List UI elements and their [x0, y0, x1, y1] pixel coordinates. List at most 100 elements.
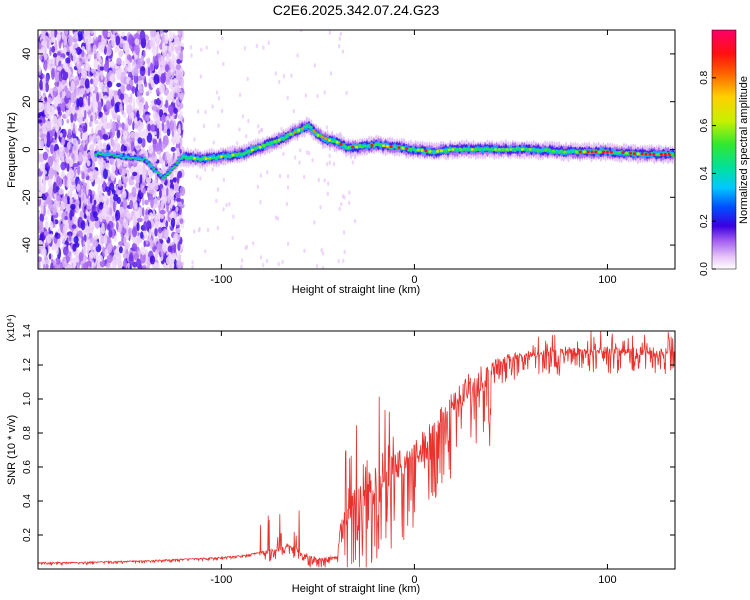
spectrogram-cell: [193, 229, 196, 234]
spectrogram-cell: [217, 96, 221, 101]
snr-frame: [37, 330, 676, 570]
spectrogram-cell: [102, 160, 107, 168]
spectrogram-cell: [47, 97, 52, 104]
spectrogram-cell: [149, 39, 154, 48]
spectrogram-cell: [120, 93, 125, 101]
spectrogram-cell: [180, 203, 185, 209]
spectrogram-cell: [189, 156, 192, 160]
spectrogram-cell: [118, 246, 123, 254]
spectrogram-cell: [64, 67, 71, 73]
spectrogram-cell: [490, 148, 494, 151]
spectrogram-cell: [171, 42, 175, 52]
spectrogram-cell: [90, 245, 94, 252]
spectrogram-cell: [164, 33, 169, 45]
spectrogram-cell: [61, 137, 65, 146]
spectrogram-cell: [181, 198, 184, 205]
spectrogram-cell: [147, 123, 151, 132]
spectrogram-cell: [140, 122, 144, 130]
spectrogram-cell: [317, 177, 320, 183]
x-tick-label: 0: [411, 274, 417, 286]
spectrogram-cell: [532, 148, 536, 152]
spectrogram-cell: [486, 148, 490, 151]
spectrogram-cell: [222, 61, 225, 67]
spectrogram-cell: [169, 106, 174, 117]
spectrogram-cell: [78, 96, 84, 108]
spectrogram-cell: [116, 69, 122, 77]
spectrogram-cell: [262, 45, 265, 50]
spectrogram-cell: [179, 78, 184, 87]
spectrogram-cell: [124, 156, 128, 159]
spectrogram-cell: [41, 247, 47, 257]
spectrogram-cell: [84, 109, 87, 120]
spectrogram-cell: [154, 213, 161, 220]
spectrogram-cell: [72, 243, 77, 252]
spectrogram-cell: [474, 148, 478, 151]
spectrogram-cell: [211, 104, 214, 109]
spectrogram-cell: [71, 224, 77, 229]
spectrogram-cell: [109, 60, 115, 68]
spectrogram-cell: [341, 49, 345, 54]
spectrogram-cell: [99, 179, 104, 185]
spectrogram-cell: [164, 159, 168, 166]
spectrogram-cell: [149, 182, 156, 189]
spectrogram-cell: [56, 191, 61, 202]
spectrogram-cell: [273, 140, 277, 143]
spectrogram-cell: [170, 78, 174, 90]
spectrogram-cell: [289, 132, 293, 136]
spectrogram-cell: [86, 231, 90, 238]
spectrogram-cell: [517, 148, 521, 151]
spectrogram-cell: [146, 132, 153, 143]
spectrogram-cell: [170, 146, 176, 152]
spectrogram-cell: [328, 160, 331, 165]
spectrogram-cell: [598, 150, 602, 154]
spectrogram-cell: [337, 259, 340, 264]
spectrogram-cell: [136, 222, 140, 232]
spectrogram-cell: [513, 148, 517, 151]
spectrogram-cell: [337, 44, 341, 49]
colorbar-tick-label: 0.0: [699, 262, 710, 276]
spectrogram-cell: [104, 248, 109, 257]
spectrogram-cell: [315, 263, 319, 269]
spectrogram-cell: [88, 144, 95, 152]
spectrogram-cell: [94, 86, 99, 93]
spectrogram-cell: [274, 215, 278, 220]
spectrogram-cell: [133, 252, 139, 261]
spectrogram-cell: [142, 148, 146, 153]
spectrogram-cell: [83, 156, 89, 163]
spectrogram-cell: [89, 121, 92, 128]
spectrogram-cell: [176, 259, 182, 269]
spectrogram-cell: [298, 160, 301, 165]
spectrogram-cell: [55, 232, 58, 237]
spectrogram-cell: [159, 30, 164, 34]
spectrogram-cell: [63, 246, 69, 256]
spectrogram-cell: [132, 171, 138, 177]
spectrogram-cell: [257, 129, 261, 135]
x-tick-label: 100: [598, 574, 616, 586]
spectrogram-cell: [135, 181, 140, 190]
spectrogram-cell: [78, 189, 82, 196]
spectrogram-cell: [143, 221, 148, 232]
spectrogram-cell: [170, 217, 176, 228]
spectrogram-cell: [119, 156, 123, 159]
spectrogram-cell: [617, 151, 621, 155]
spectrogram-cell: [65, 156, 70, 164]
spectrogram-cell: [190, 53, 193, 58]
spectrogram-y-label: Frequency (Hz): [6, 112, 18, 188]
spectrogram-cell: [667, 152, 671, 156]
spectrogram-cell: [156, 31, 160, 37]
spectrogram-cell: [137, 95, 143, 100]
spectrogram-cell: [66, 119, 70, 124]
spectrogram-cell: [169, 196, 175, 201]
spectrogram-cell: [134, 131, 138, 142]
spectrogram-cell: [131, 86, 135, 94]
spectrogram-cell: [122, 130, 128, 138]
spectrogram-cell: [120, 212, 126, 218]
spectrogram-cell: [99, 57, 102, 64]
spectrogram-cell: [240, 264, 243, 269]
spectrogram-cell: [216, 50, 220, 55]
spectrogram-cell: [38, 71, 42, 76]
spectrogram-cell: [39, 49, 45, 55]
spectrogram-cell: [163, 30, 169, 33]
spectrogram-cell: [55, 245, 59, 256]
spectrogram-cell: [305, 150, 309, 155]
